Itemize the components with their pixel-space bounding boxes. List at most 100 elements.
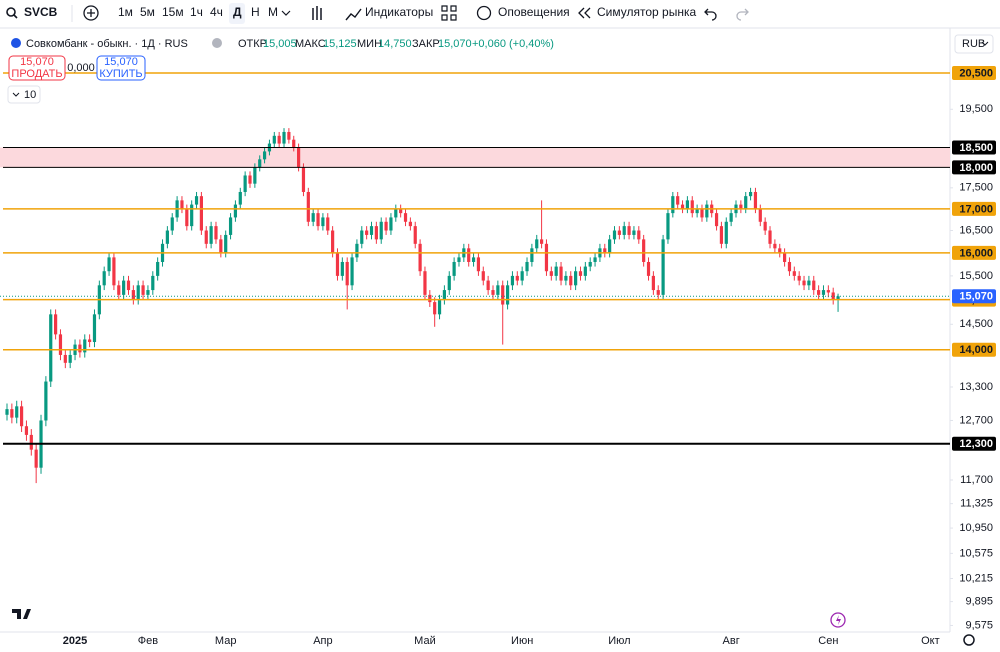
candle-body <box>817 290 821 295</box>
candle-body <box>593 257 597 262</box>
add-symbol[interactable] <box>83 5 99 21</box>
candle-body <box>156 261 160 276</box>
candle-body <box>447 275 451 291</box>
level-label-bg <box>952 201 996 216</box>
candle-body <box>778 248 782 253</box>
symbol[interactable]: SVCB <box>24 5 58 19</box>
currency: RUB <box>962 38 985 50</box>
redo[interactable] <box>736 8 749 21</box>
indicators-chevron <box>12 92 20 97</box>
candle-body <box>578 271 583 276</box>
candle-body <box>773 243 777 249</box>
candle-body <box>608 239 612 253</box>
level-label-bg <box>952 245 996 260</box>
settings-icon[interactable] <box>963 634 975 646</box>
candle-body <box>797 275 801 281</box>
candle-body <box>146 290 150 295</box>
candle-body <box>807 280 811 286</box>
candle-body <box>374 226 378 240</box>
replay-button[interactable]: Симулятор рынка <box>597 5 696 19</box>
candle-body <box>729 213 733 222</box>
candle-body <box>481 271 485 281</box>
candle-body <box>821 290 826 295</box>
candle-body <box>287 131 291 140</box>
x-tick-label: Сен <box>818 635 838 647</box>
legend-high: 15,125 <box>323 38 357 50</box>
symbol-logo <box>11 38 21 48</box>
chart-type-icon[interactable] <box>312 6 322 20</box>
candle-body <box>403 213 408 222</box>
candle-body <box>389 217 393 231</box>
candle-body <box>316 213 320 227</box>
candle-body <box>345 261 349 286</box>
candle-body <box>15 406 19 418</box>
interval[interactable]: Н <box>251 5 260 19</box>
candle-body <box>233 204 238 218</box>
level-label-bg <box>952 160 996 175</box>
undo[interactable] <box>704 8 717 21</box>
candle-body <box>399 208 403 214</box>
candle-body <box>671 196 675 214</box>
interval[interactable]: 15м <box>162 5 184 19</box>
candle-body <box>24 426 29 435</box>
candle-body <box>753 191 758 209</box>
x-tick-label: Мар <box>215 635 237 647</box>
candle-body <box>248 175 252 184</box>
indicators-count: 10 <box>24 89 36 101</box>
sell-button[interactable] <box>8 55 66 81</box>
candle-body <box>83 339 87 353</box>
candle-body <box>63 354 67 363</box>
y-tick-label: 11,325 <box>960 498 993 510</box>
search-icon[interactable] <box>6 7 16 17</box>
interval[interactable]: М <box>268 5 278 19</box>
candle-body <box>501 285 505 305</box>
candle-body <box>331 230 335 253</box>
candle-body <box>792 271 796 276</box>
candle-body <box>540 239 544 244</box>
layouts-icon[interactable] <box>441 5 457 21</box>
candle-body <box>141 285 145 295</box>
candle-body <box>107 257 111 272</box>
candle-body <box>190 204 194 227</box>
candle-body <box>102 271 106 286</box>
legend-close-label: ЗАКР <box>412 38 440 50</box>
interval[interactable]: 5м <box>140 5 155 19</box>
y-tick-label: 14,500 <box>959 318 993 330</box>
zone <box>0 147 950 168</box>
buy-button[interactable] <box>96 55 146 81</box>
currency-box[interactable] <box>954 34 994 54</box>
flash-bolt <box>836 615 841 625</box>
candle-body <box>122 280 126 295</box>
candle-body <box>92 314 97 343</box>
candle-body <box>748 191 753 197</box>
alerts-button[interactable]: Оповещения <box>498 5 570 19</box>
candle-body <box>340 261 344 276</box>
y-tick-label: 17,500 <box>959 182 993 194</box>
candle-body <box>238 191 242 205</box>
candle-body <box>228 217 233 235</box>
interval[interactable]: Д <box>233 5 242 19</box>
indicators-toggle[interactable] <box>7 85 41 104</box>
candle-body <box>262 151 267 160</box>
candle-body <box>10 409 14 418</box>
candle-body <box>831 292 835 300</box>
interval[interactable]: 1м <box>118 5 133 19</box>
candle-body <box>243 175 247 192</box>
x-tick-label: Май <box>414 635 436 647</box>
candle-body <box>170 217 174 231</box>
interval[interactable]: 4ч <box>210 5 223 19</box>
y-tick-label: 19,500 <box>959 103 993 115</box>
candle-body <box>627 226 631 235</box>
candle-body <box>588 261 592 267</box>
candle-body <box>277 135 281 144</box>
candle-body <box>297 147 301 168</box>
candle-body <box>826 290 830 293</box>
interval-menu[interactable] <box>281 10 291 16</box>
legend-title: Совкомбанк - обыкн. · 1Д · RUS <box>26 38 188 50</box>
indicators-button[interactable]: Индикаторы <box>365 5 433 19</box>
candle-body <box>622 226 626 235</box>
x-tick-label: 2025 <box>63 635 87 647</box>
candle-body <box>326 217 330 231</box>
candle-body <box>656 290 660 295</box>
interval[interactable]: 1ч <box>190 5 203 19</box>
